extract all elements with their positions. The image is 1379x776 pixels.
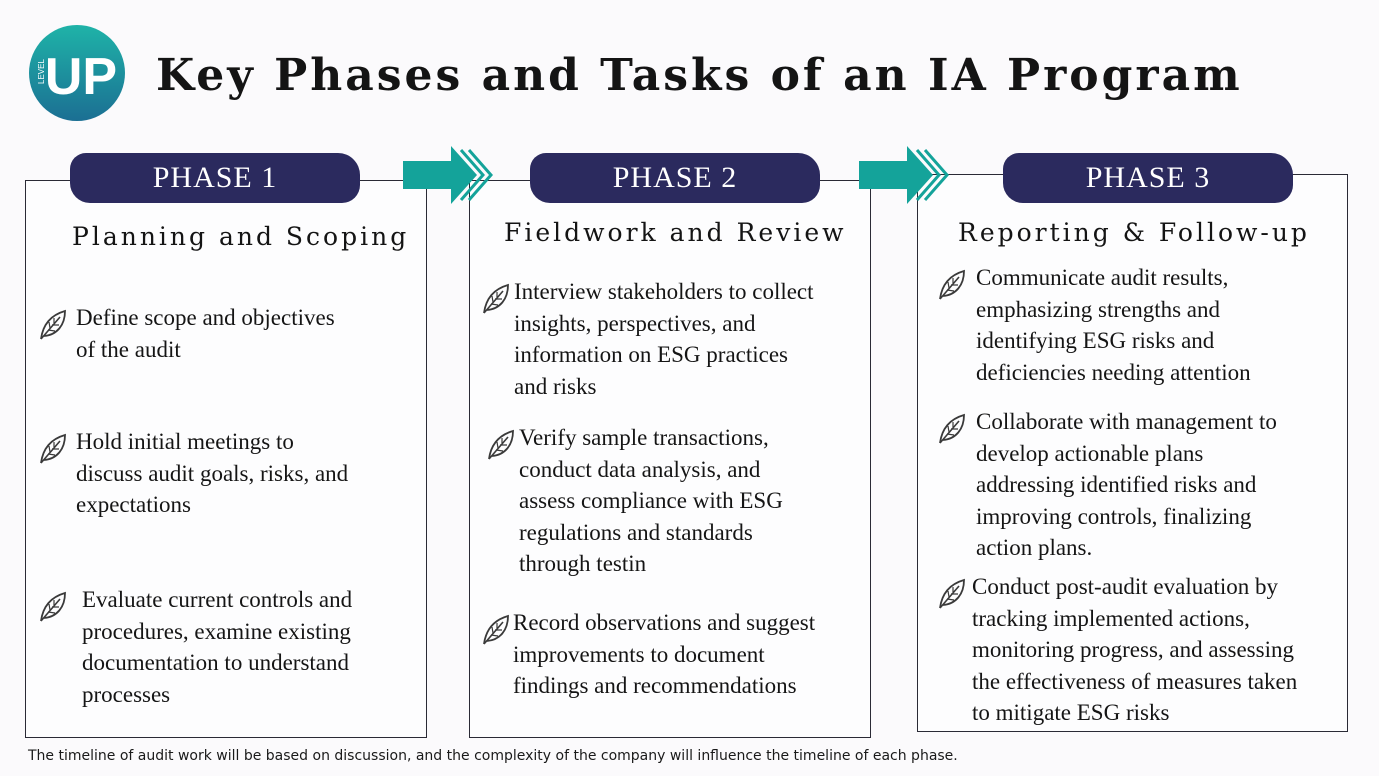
task-line: information on ESG practices bbox=[514, 342, 789, 367]
leaf-icon bbox=[481, 282, 511, 316]
task-text: Verify sample transactions, conduct data … bbox=[519, 422, 783, 580]
task-line: monitoring progress, and assessing bbox=[972, 637, 1294, 662]
task-line: Collaborate with management to bbox=[976, 409, 1277, 434]
phase-2-title: Fieldwork and Review bbox=[504, 218, 847, 247]
phase-3-title: Reporting & Follow-up bbox=[958, 218, 1310, 247]
task-line: expectations bbox=[76, 492, 191, 517]
task-line: to mitigate ESG risks bbox=[972, 700, 1170, 725]
task-text: Define scope and objectives of the audit bbox=[76, 302, 335, 365]
task-line: improving controls, finalizing bbox=[976, 503, 1252, 529]
leaf-icon bbox=[38, 590, 68, 624]
leaf-icon bbox=[481, 613, 511, 647]
leaf-icon bbox=[937, 268, 967, 302]
task-text: Record observations and suggest improveme… bbox=[513, 607, 815, 702]
task-line: the effectiveness of measures taken bbox=[972, 668, 1298, 694]
task-line: insights, perspectives, and bbox=[514, 310, 756, 336]
task-line: emphasizing strengths and bbox=[976, 296, 1221, 322]
leaf-icon bbox=[486, 428, 516, 462]
leaf-icon bbox=[38, 308, 68, 342]
phase-2-panel bbox=[469, 180, 871, 738]
task-line: addressing identified risks and bbox=[976, 472, 1257, 497]
footnote: The timeline of audit work will be based… bbox=[28, 748, 958, 764]
level-up-logo: UP LEVEL bbox=[28, 24, 126, 122]
double-chevron-arrow-icon bbox=[859, 146, 949, 204]
task-text: Evaluate current controls and procedures,… bbox=[82, 584, 352, 710]
task-line: discuss audit goals, risks, and bbox=[76, 460, 349, 486]
task-line: improvements to document bbox=[513, 641, 765, 667]
task-line: action plans. bbox=[976, 535, 1093, 560]
task-text: Conduct post-audit evaluation by tracking… bbox=[972, 571, 1297, 729]
task-line: assess compliance with ESG bbox=[519, 488, 783, 513]
task-line: processes bbox=[82, 681, 171, 707]
task-line: Define scope and objectives bbox=[76, 305, 335, 330]
logo-text: UP bbox=[45, 48, 117, 106]
task-text: Interview stakeholders to collect insight… bbox=[514, 276, 814, 402]
task-line: tracking implemented actions, bbox=[972, 605, 1250, 631]
task-line: Hold initial meetings to bbox=[76, 429, 294, 454]
logo-small-text: LEVEL bbox=[37, 59, 46, 84]
phase-3-badge: PHASE 3 bbox=[1003, 153, 1293, 203]
page-title: Key Phases and Tasks of an IA Program bbox=[156, 50, 1243, 101]
task-line: procedures, examine existing bbox=[82, 618, 351, 644]
task-line: identifying ESG risks and bbox=[976, 328, 1215, 353]
task-line: Record observations and suggest bbox=[513, 610, 816, 635]
phase-1-panel bbox=[25, 180, 427, 738]
phase-1-badge: PHASE 1 bbox=[70, 153, 360, 203]
task-line: conduct data analysis, and bbox=[519, 456, 761, 482]
leaf-icon bbox=[937, 577, 967, 611]
task-line: Evaluate current controls and bbox=[82, 587, 353, 612]
leaf-icon bbox=[937, 412, 967, 446]
task-text: Communicate audit results, emphasizing st… bbox=[976, 262, 1251, 388]
task-line: of the audit bbox=[76, 336, 181, 362]
task-line: Verify sample transactions, bbox=[519, 425, 769, 450]
task-line: deficiencies needing attention bbox=[976, 359, 1251, 385]
leaf-icon bbox=[38, 432, 68, 466]
task-line: Interview stakeholders to collect bbox=[514, 279, 814, 304]
task-text: Hold initial meetings to discuss audit go… bbox=[76, 426, 348, 521]
phase-1-title: Planning and Scoping bbox=[72, 222, 410, 251]
task-line: documentation to understand bbox=[82, 650, 349, 675]
task-line: and risks bbox=[514, 373, 597, 399]
task-line: findings and recommendations bbox=[513, 673, 797, 698]
task-line: develop actionable plans bbox=[976, 440, 1204, 466]
task-line: regulations and standards bbox=[519, 519, 753, 545]
double-chevron-arrow-icon bbox=[403, 146, 493, 204]
phase-3-panel bbox=[917, 174, 1348, 732]
task-line: through testin bbox=[519, 551, 647, 576]
task-text: Collaborate with management to develop ac… bbox=[976, 406, 1277, 564]
task-line: Communicate audit results, bbox=[976, 265, 1229, 290]
task-line: Conduct post-audit evaluation by bbox=[972, 574, 1278, 599]
phase-2-badge: PHASE 2 bbox=[530, 153, 820, 203]
